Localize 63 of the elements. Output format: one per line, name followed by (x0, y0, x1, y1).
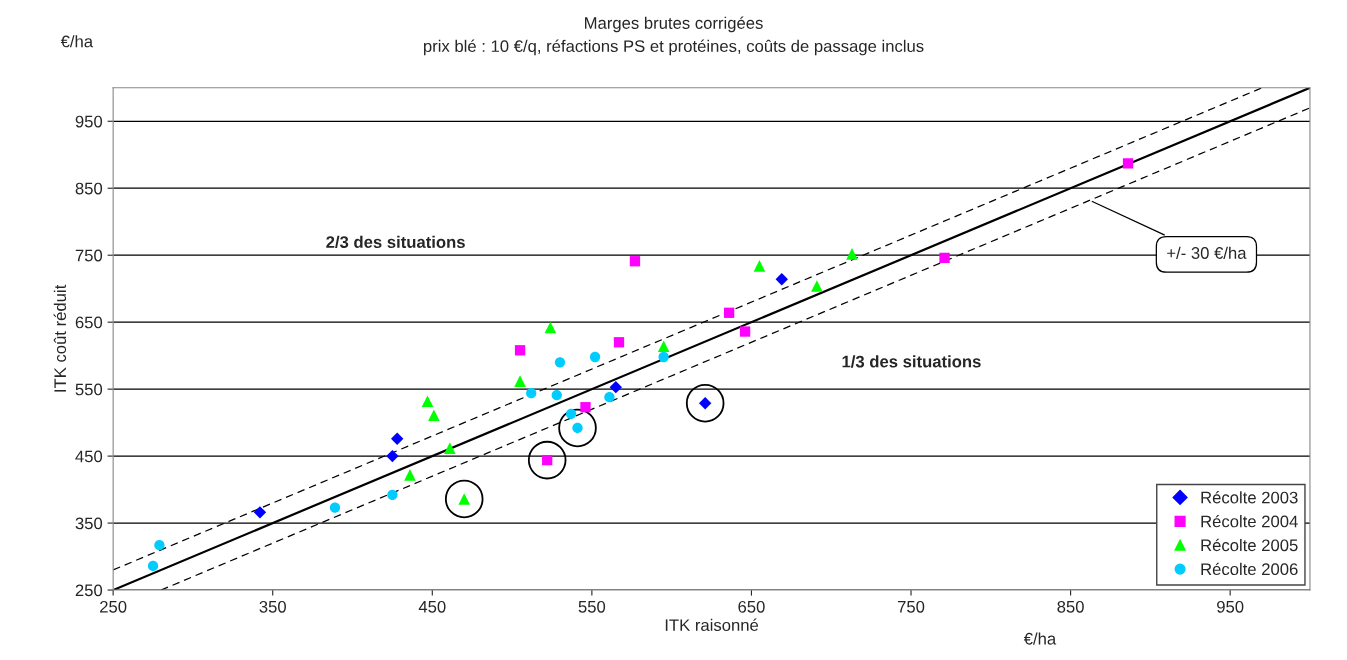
point (154, 540, 165, 551)
point (253, 506, 267, 519)
point (514, 345, 526, 356)
y-tick-label: 850 (75, 182, 103, 195)
point (846, 248, 858, 260)
point (939, 252, 950, 264)
text: €/ha (1023, 632, 1057, 645)
x-tick-label: 950 (1217, 600, 1244, 613)
point (147, 560, 159, 572)
point (629, 256, 641, 267)
annotation: +/- 30 €/ha (1167, 246, 1247, 259)
point (390, 432, 404, 445)
point (554, 357, 566, 368)
point (1122, 158, 1134, 169)
point (421, 395, 434, 407)
chart-subtitle: prix blé : 10 €/q, réfactions PS et protéines, coûts de passage inclus (423, 39, 924, 56)
point (386, 449, 399, 463)
point (723, 307, 735, 318)
point (775, 273, 788, 286)
y-tick-label: 550 (75, 383, 103, 396)
y-tick-label: 750 (75, 249, 103, 262)
point (387, 489, 398, 501)
point (444, 442, 456, 454)
point (544, 321, 557, 334)
point (526, 388, 537, 399)
point (739, 326, 751, 337)
y-tick-label: 350 (75, 517, 103, 530)
point (657, 340, 670, 353)
x-tick-label: 850 (1057, 600, 1084, 613)
x-tick-label: 650 (738, 600, 765, 613)
y-tick-label: 450 (75, 450, 103, 463)
point (565, 408, 577, 420)
x-tick-label: 250 (100, 600, 127, 613)
chart-title: Marges brutes corrigées (585, 16, 763, 33)
annotation: 2/3 des situations (326, 235, 465, 249)
annotation: 1/3 des situations (842, 355, 981, 368)
point (658, 351, 669, 363)
y-tick-label: 650 (75, 316, 103, 329)
point (753, 260, 766, 272)
legend-label: Récolte 2003 (1201, 491, 1298, 504)
point (811, 280, 823, 292)
x-tick-label: 350 (259, 600, 286, 613)
y-axis-title: ITK coût réduit (53, 284, 67, 392)
point (589, 351, 601, 363)
y-tick-label: 250 (75, 584, 103, 597)
text: €/ha (60, 35, 94, 48)
point (604, 392, 615, 403)
legend-label: Récolte 2004 (1201, 514, 1298, 528)
point (551, 390, 562, 401)
x-tick-label: 450 (418, 600, 446, 613)
point (580, 402, 591, 413)
legend-label: Récolte 2006 (1201, 562, 1298, 576)
point (514, 375, 526, 387)
x-tick-label: 550 (578, 600, 606, 613)
x-tick-label: 750 (897, 600, 925, 613)
point (613, 337, 625, 348)
point (609, 380, 623, 394)
legend-label: Récolte 2005 (1201, 538, 1298, 552)
x-axis-title: ITK raisonné (665, 618, 759, 632)
point (428, 409, 440, 422)
y-tick-label: 950 (75, 115, 103, 128)
point (404, 469, 416, 481)
point (329, 502, 341, 513)
